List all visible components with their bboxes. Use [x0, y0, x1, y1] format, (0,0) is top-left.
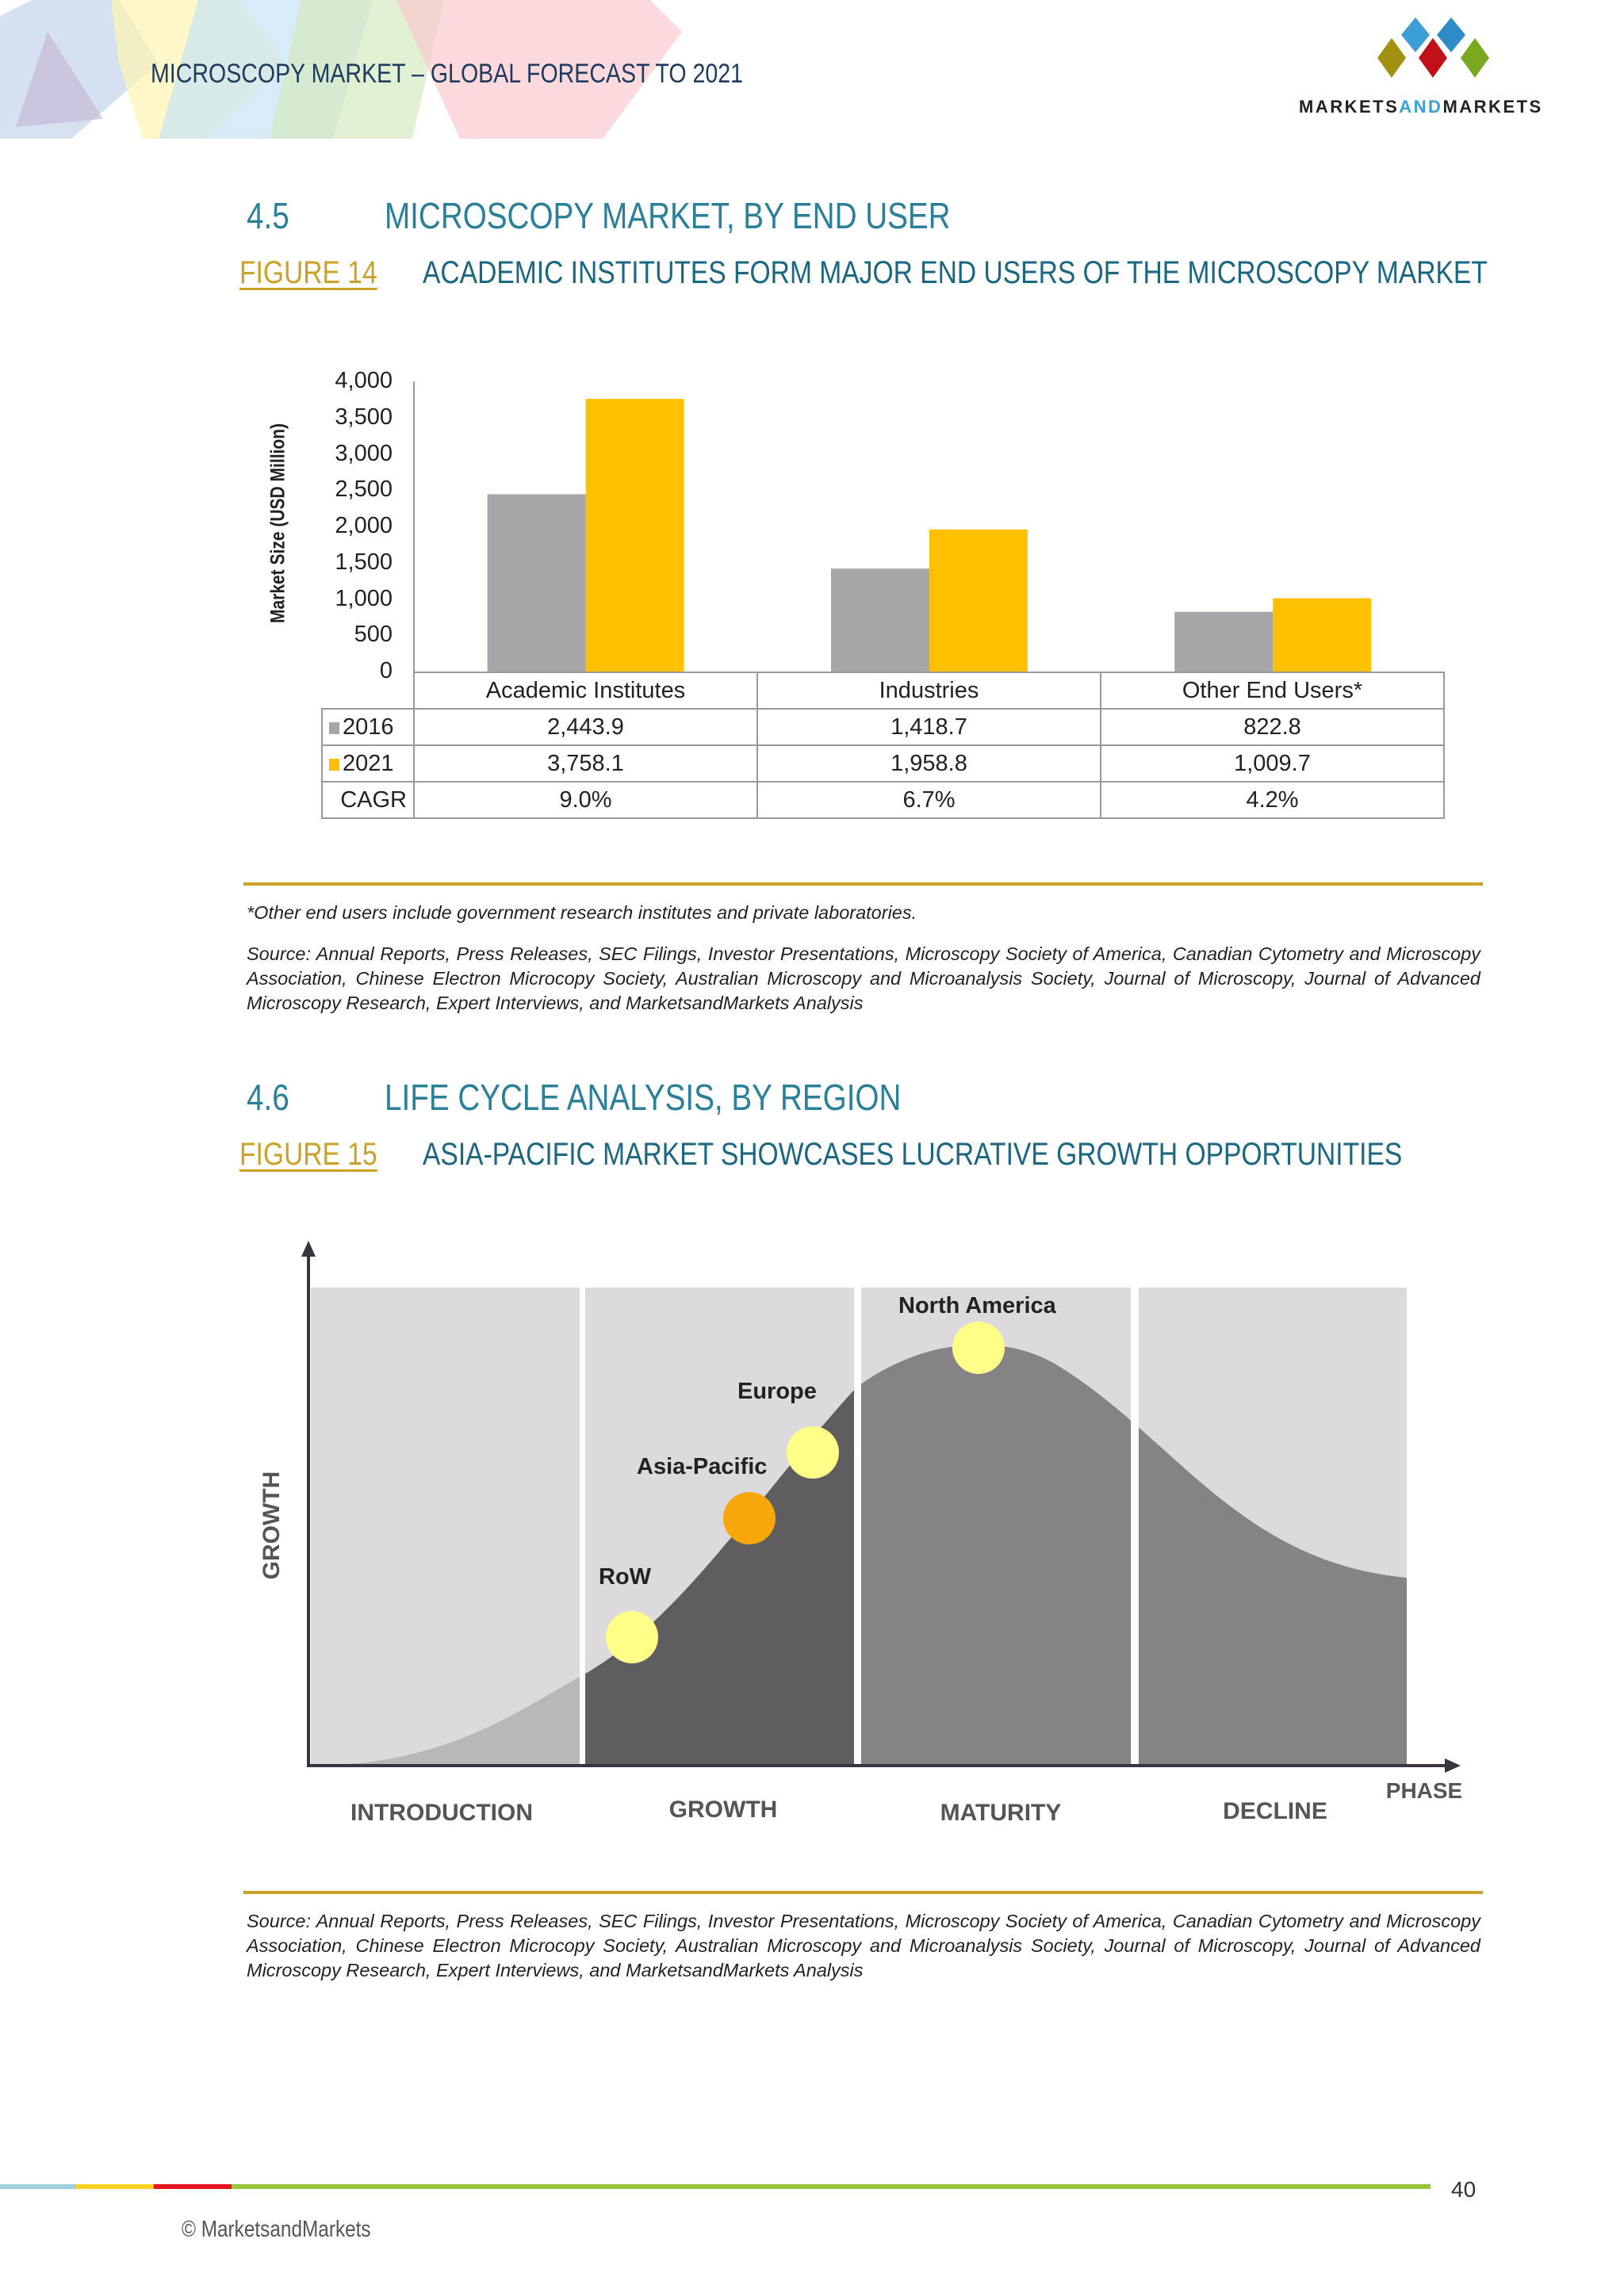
- data-cell: 1,009.7: [1100, 744, 1445, 783]
- y-tick-label: 2,000: [335, 513, 393, 538]
- y-tick-label: 3,500: [335, 404, 393, 430]
- legend-swatch-2021: [329, 758, 339, 771]
- y-tick-label: 3,000: [335, 440, 393, 466]
- region-label-asia-pacific: Asia-Pacific: [637, 1454, 767, 1479]
- section-title: LIFE CYCLE ANALYSIS, BY REGION: [385, 1076, 999, 1119]
- category-label: Academic Institutes: [413, 672, 758, 710]
- section-number: 4.6: [247, 1076, 297, 1119]
- data-cell: 9.0%: [413, 781, 758, 819]
- region-marker-row: [606, 1611, 658, 1663]
- bar-2021-0: [585, 399, 684, 672]
- cagr-label: CAGR: [321, 781, 415, 819]
- section-title: MICROSCOPY MARKET, BY END USER: [385, 194, 1058, 237]
- data-cell: 6.7%: [756, 781, 1101, 819]
- phase-label-maturity: MATURITY: [940, 1800, 1062, 1826]
- bar-2016-0: [487, 494, 586, 672]
- figure-word: FIGURE: [239, 1137, 340, 1172]
- data-cell: 1,418.7: [756, 708, 1101, 746]
- page-number: 40: [1451, 2177, 1477, 2202]
- figure-caption-text: ACADEMIC INSTITUTES FORM MAJOR END USERS…: [423, 255, 1488, 290]
- logo-text-markets-2: MARKETS: [1442, 97, 1543, 117]
- data-cell: 4.2%: [1100, 781, 1445, 819]
- y-tick-label: 500: [354, 622, 393, 648]
- data-cell: 2,443.9: [413, 708, 758, 746]
- bar-2016-1: [830, 568, 929, 672]
- phase-panel-introduction: [311, 1288, 580, 1766]
- category-label: Other End Users*: [1100, 672, 1445, 710]
- footer-bar-yellow: [76, 2184, 154, 2189]
- logo-text-markets: MARKETS: [1299, 97, 1400, 117]
- divider: [243, 882, 1483, 886]
- figure-caption-text: ASIA-PACIFIC MARKET SHOWCASES LUCRATIVE …: [423, 1137, 1403, 1172]
- phase-label-decline: DECLINE: [1223, 1798, 1327, 1824]
- table-corner: [322, 672, 415, 709]
- bar-chart: [413, 381, 1372, 672]
- chart-data-table: Academic Institutes Industries Other End…: [321, 672, 1445, 819]
- section-number-text: 4.6: [247, 1077, 289, 1118]
- table-row-2016: 2016 2,443.9 1,418.7 822.8: [321, 708, 1445, 746]
- copyright: © MarketsandMarkets: [182, 2217, 407, 2243]
- data-cell: 3,758.1: [413, 744, 758, 783]
- figure-word: FIGURE: [239, 255, 340, 290]
- section-title-text: MICROSCOPY MARKET, BY END USER: [385, 195, 951, 236]
- divider: [243, 1891, 1483, 1894]
- y-tick-label: 2,500: [335, 476, 393, 503]
- legend-label: 2021: [343, 750, 394, 776]
- curve-introduction: [311, 1677, 580, 1766]
- x-axis-label: PHASE: [1386, 1778, 1462, 1803]
- region-label-row: RoW: [599, 1564, 652, 1590]
- region-label-north-america: North America: [898, 1293, 1057, 1318]
- table-row-cagr: CAGR 9.0% 6.7% 4.2%: [321, 781, 1445, 819]
- source-note: Source: Annual Reports, Press Releases, …: [247, 943, 1480, 1013]
- source-note: Source: Annual Reports, Press Releases, …: [247, 1911, 1480, 1980]
- category-label: Industries: [756, 672, 1101, 710]
- legend-2016: 2016: [321, 708, 415, 746]
- phase-label-growth: GROWTH: [669, 1797, 778, 1823]
- curve-growth: [585, 1390, 854, 1766]
- legend-label: 2016: [343, 714, 394, 740]
- region-marker-europe: [787, 1426, 839, 1479]
- figure-number: 14: [347, 255, 377, 290]
- life-cycle-diagram: RoW Asia-Pacific Europe North America IN…: [259, 1241, 1463, 1826]
- footer-bar-green: [232, 2184, 1431, 2189]
- data-cell: 1,958.8: [756, 744, 1101, 783]
- copyright-text: © MarketsandMarkets: [182, 2217, 371, 2242]
- region-marker-asia-pacific: [723, 1492, 776, 1544]
- figure-caption: ACADEMIC INSTITUTES FORM MAJOR END USERS…: [423, 255, 1624, 291]
- document-title-text: MICROSCOPY MARKET – GLOBAL FORECAST TO 2…: [151, 59, 744, 89]
- marketsandmarkets-logo: [1377, 17, 1489, 78]
- figure-number: 15: [347, 1137, 377, 1172]
- figure-caption: ASIA-PACIFIC MARKET SHOWCASES LUCRATIVE …: [423, 1137, 1589, 1173]
- table-row-2021: 2021 3,758.1 1,958.8 1,009.7: [321, 744, 1445, 783]
- table-row-categories: Academic Institutes Industries Other End…: [322, 672, 1445, 710]
- phase-label-introduction: INTRODUCTION: [350, 1800, 533, 1826]
- y-tick-label: 1,500: [335, 549, 393, 575]
- bar-2016-2: [1174, 611, 1274, 672]
- section-title-text: LIFE CYCLE ANALYSIS, BY REGION: [385, 1077, 902, 1118]
- footnote: *Other end users include government rese…: [247, 902, 917, 923]
- legend-swatch-2016: [329, 721, 339, 734]
- logo-text-and: AND: [1399, 97, 1443, 117]
- logo-wordmark: MARKETSANDMARKETS: [1299, 97, 1543, 117]
- y-axis-label: GROWTH: [259, 1471, 285, 1580]
- figure-label: FIGURE 14: [239, 255, 404, 291]
- region-label-europe: Europe: [737, 1379, 817, 1404]
- legend-2021: 2021: [321, 744, 415, 783]
- data-cell: 822.8: [1100, 708, 1445, 746]
- y-tick-label: 4,000: [335, 368, 393, 393]
- document-title: MICROSCOPY MARKET – GLOBAL FORECAST TO 2…: [151, 59, 856, 90]
- y-tick-label: 1,000: [335, 585, 393, 611]
- section-number-text: 4.5: [247, 195, 289, 236]
- bar-2021-1: [929, 529, 1028, 672]
- footer-bar-red: [154, 2184, 232, 2189]
- figure-label: FIGURE 15: [239, 1137, 404, 1173]
- bar-2021-2: [1273, 598, 1372, 672]
- footer-bar-blue: [0, 2184, 76, 2189]
- region-marker-north-america: [952, 1322, 1005, 1374]
- section-number: 4.5: [247, 194, 297, 237]
- header-decoration: [0, 0, 682, 139]
